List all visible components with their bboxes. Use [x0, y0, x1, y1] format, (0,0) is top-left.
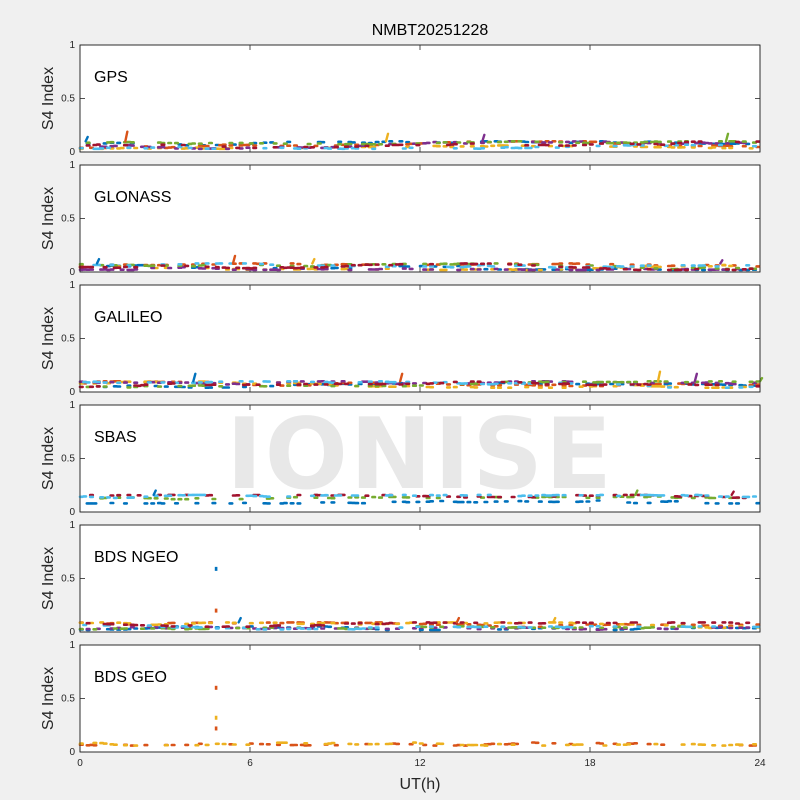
- plot-frame: [79, 524, 761, 633]
- data-spike: [656, 370, 662, 383]
- y-tick-label: 0.5: [61, 94, 75, 105]
- y-tick-label: 0: [69, 507, 75, 518]
- data-outlier: [214, 715, 218, 720]
- series-track: [78, 380, 761, 389]
- panel-bds-ngeo: 0 0.5 1 S4 Index BDS NGEO: [40, 520, 761, 638]
- y-tick-label: 0: [69, 267, 75, 278]
- y-axis-label: S4 Index: [40, 667, 57, 730]
- series-track: [85, 621, 751, 628]
- plot-area: [79, 44, 761, 153]
- y-axis-label: S4 Index: [40, 307, 57, 370]
- scatter-series: [78, 566, 761, 632]
- y-tick-label: 0.5: [61, 574, 75, 585]
- x-tick-label: 18: [584, 758, 596, 769]
- series-track: [78, 143, 758, 151]
- y-tick-label: 0.5: [61, 214, 75, 225]
- data-outlier: [214, 608, 218, 613]
- scatter-series: [78, 254, 761, 272]
- data-spike: [719, 259, 724, 265]
- data-spike: [634, 489, 639, 497]
- y-tick-label: 0.5: [61, 334, 75, 345]
- x-tick-label: 12: [414, 758, 426, 769]
- panel-label: GPS: [94, 69, 128, 86]
- y-tick-label: 1: [69, 520, 75, 531]
- plot-area: [79, 524, 761, 633]
- scatter-series: [78, 370, 764, 389]
- data-outlier: [214, 726, 218, 731]
- data-spike: [384, 132, 390, 143]
- y-axis-label: S4 Index: [40, 67, 57, 130]
- y-tick-label: 0: [69, 387, 75, 398]
- plot-frame: [79, 644, 761, 753]
- data-spike: [398, 372, 404, 383]
- y-tick-label: 0: [69, 627, 75, 638]
- data-outlier: [214, 685, 218, 690]
- figure-title: NMBT20251228: [372, 22, 489, 39]
- panel-label: GALILEO: [94, 309, 162, 326]
- panel-gps: 0 0.5 1 S4 Index GPS: [40, 40, 761, 158]
- y-tick-label: 1: [69, 160, 75, 171]
- data-spike: [693, 372, 699, 383]
- panel-label: BDS GEO: [94, 669, 167, 686]
- data-spike: [84, 135, 89, 143]
- panel-label: GLONASS: [94, 189, 171, 206]
- data-outlier: [214, 566, 218, 571]
- data-spike: [95, 257, 101, 265]
- plot-area: [79, 164, 761, 273]
- plot-area: [79, 284, 761, 393]
- data-spike: [152, 489, 157, 497]
- y-axis-label: S4 Index: [40, 547, 57, 610]
- y-tick-label: 0.5: [61, 454, 75, 465]
- series-track: [78, 262, 758, 271]
- plot-area: [79, 644, 761, 753]
- data-spike: [231, 254, 237, 265]
- plot-frame: [79, 284, 761, 393]
- y-tick-label: 1: [69, 640, 75, 651]
- watermark-logo: IONISE: [226, 398, 614, 512]
- data-spike: [724, 132, 730, 143]
- plot-frame: [79, 44, 761, 153]
- data-spike: [311, 257, 316, 265]
- series-track: [85, 140, 761, 150]
- y-axis-label: S4 Index: [40, 187, 57, 250]
- series-track: [78, 493, 758, 500]
- panel-sbas: 0 0.5 1 S4 Index SBAS: [40, 400, 761, 518]
- panel-galileo: 0 0.5 1 S4 Index GALILEO: [40, 280, 764, 398]
- series-track: [85, 380, 761, 389]
- series-track: [78, 262, 754, 272]
- series-track: [82, 380, 754, 389]
- data-spike: [481, 133, 486, 143]
- data-spike: [237, 616, 242, 624]
- y-tick-label: 0.5: [61, 694, 75, 705]
- panel-glonass: 0 0.5 1 S4 Index GLONASS: [40, 160, 761, 278]
- series-track: [78, 741, 758, 747]
- plot-frame: [79, 404, 761, 513]
- data-spike: [455, 616, 461, 624]
- x-tick-label: 0: [77, 758, 83, 769]
- data-spike: [730, 490, 735, 497]
- data-spike: [551, 616, 557, 624]
- y-tick-label: 1: [69, 280, 75, 291]
- y-tick-label: 0: [69, 147, 75, 158]
- panel-bds-geo: 0 0.5 1 0 6 12 18 24 S4 Index BDS GEO: [40, 640, 766, 769]
- data-spike: [192, 372, 197, 383]
- plot-frame: [79, 164, 761, 273]
- scatter-series: [78, 130, 761, 151]
- data-spike: [124, 130, 129, 143]
- panel-label: BDS NGEO: [94, 549, 178, 566]
- x-tick-label: 24: [754, 758, 766, 769]
- x-tick-label: 6: [247, 758, 253, 769]
- y-tick-label: 1: [69, 400, 75, 411]
- y-tick-label: 1: [69, 40, 75, 51]
- scatter-series: [78, 489, 761, 505]
- series-track: [85, 499, 761, 505]
- series-track: [82, 623, 761, 631]
- y-tick-label: 0: [69, 747, 75, 758]
- panel-stack: 0 0.5 1 S4 Index GPS 0 0.5 1 S4 Index GLONASS 0 0.5…: [40, 40, 766, 769]
- y-axis-label: S4 Index: [40, 427, 57, 490]
- x-axis-label: UT(h): [400, 776, 441, 793]
- panel-label: SBAS: [94, 429, 137, 446]
- scatter-series: [78, 685, 758, 747]
